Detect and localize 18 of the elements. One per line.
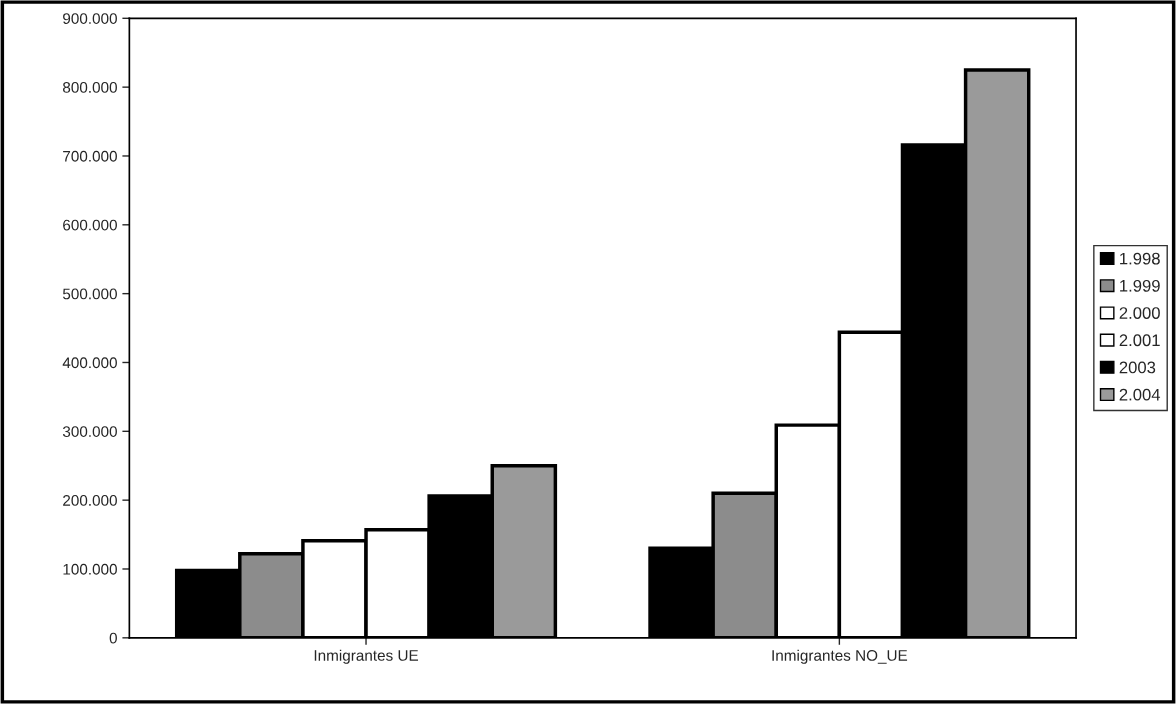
y-tick-label: 300.000 xyxy=(62,426,117,437)
y-tick-label: 900.000 xyxy=(63,13,117,24)
legend-label: 2003 xyxy=(1119,361,1156,374)
legend-label: 1.998 xyxy=(1120,252,1160,265)
x-tick-label: Inmigrantes UE xyxy=(314,649,419,664)
legend-label: 2.000 xyxy=(1119,307,1160,319)
y-tick-label: 800.000 xyxy=(63,82,117,93)
legend-label: 2.004 xyxy=(1119,388,1161,401)
y-tick-label: 200.000 xyxy=(63,495,117,506)
y-tick-label: 700.000 xyxy=(63,150,117,162)
y-tick-label: 600.000 xyxy=(63,219,117,231)
legend-label: 1.999 xyxy=(1120,279,1160,292)
y-tick-label: 100.000 xyxy=(63,563,117,575)
y-tick-label: 0 xyxy=(109,632,117,644)
y-tick-label: 400.000 xyxy=(62,357,117,369)
legend-label: 2.001 xyxy=(1119,334,1160,347)
x-tick-label: Inmigrantes NO_UE xyxy=(772,649,908,664)
y-tick-label: 500.000 xyxy=(62,288,117,300)
